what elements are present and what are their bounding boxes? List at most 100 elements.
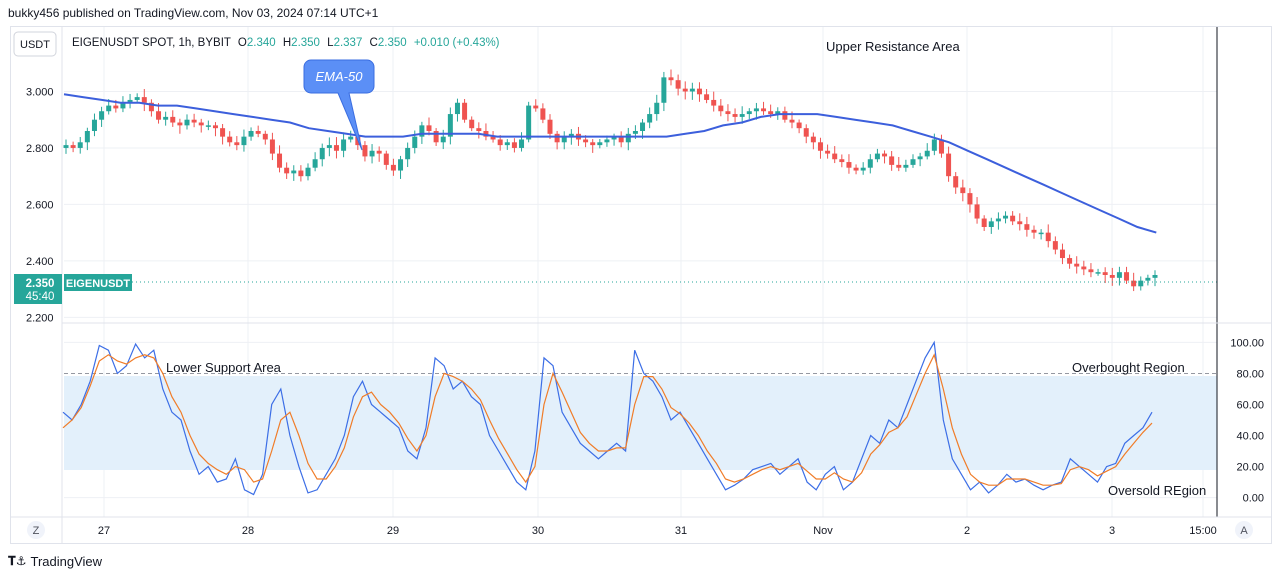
candle-body <box>867 159 873 168</box>
candle-body <box>625 133 631 143</box>
candle-body <box>269 139 275 154</box>
candle-body <box>675 80 681 89</box>
candle-body <box>84 131 90 143</box>
candle-body <box>803 128 809 137</box>
candle-body <box>184 119 190 126</box>
candle-body <box>376 150 382 154</box>
candle-body <box>148 102 154 112</box>
y-tick-label: 2.600 <box>26 199 54 211</box>
lower-support-label: Lower Support Area <box>166 360 282 375</box>
upper-resistance-label: Upper Resistance Area <box>826 39 960 54</box>
candle-body <box>333 145 339 151</box>
y-tick-label: 2.800 <box>26 143 54 155</box>
legend-close: 2.350 <box>378 37 407 49</box>
candle-body <box>974 204 980 219</box>
candle-body <box>839 159 845 163</box>
candle-body <box>191 119 197 123</box>
candle-body <box>860 167 866 171</box>
stoch-tick-label: 0.00 <box>1243 493 1264 505</box>
tradingview-logo-icon: 𝐓⚓︎ <box>8 554 27 568</box>
legend-o-label: O <box>238 37 247 49</box>
candle-body <box>120 102 126 109</box>
candle-body <box>946 153 952 177</box>
candle-body <box>412 136 418 148</box>
candle-body <box>476 128 482 131</box>
candle-body <box>988 221 994 227</box>
stoch-tick-label: 100.00 <box>1230 337 1264 349</box>
candle-body <box>312 159 318 168</box>
x-tick-label: 3 <box>1109 525 1115 537</box>
candle-body <box>419 125 425 137</box>
candle-body <box>938 139 944 154</box>
candle-body <box>917 156 923 160</box>
stoch-tick-label: 80.00 <box>1236 368 1264 380</box>
candle-body <box>782 111 788 120</box>
candle-body <box>277 153 283 168</box>
candle-body <box>1003 215 1009 219</box>
candle-body <box>1045 232 1051 242</box>
candle-body <box>640 122 646 131</box>
candle-body <box>91 119 97 131</box>
candle-body <box>832 153 838 160</box>
auto-scale-button[interactable]: A <box>1235 521 1253 539</box>
candle-body <box>1095 272 1101 274</box>
candle-body <box>547 119 553 134</box>
ema50-line <box>63 93 1157 234</box>
x-tick-label: 2 <box>964 525 970 537</box>
candle-body <box>1017 221 1023 225</box>
candle-body <box>739 114 745 117</box>
currency-button[interactable]: USDT <box>13 31 57 57</box>
candle-body <box>817 142 823 151</box>
candle-body <box>1081 266 1087 270</box>
candle-body <box>682 88 688 92</box>
candle-body <box>405 147 411 160</box>
candle-body <box>967 193 973 205</box>
candle-body <box>583 139 589 143</box>
candle-body <box>981 218 987 227</box>
y-tick-label: 2.200 <box>26 312 54 324</box>
candle-body <box>220 128 226 137</box>
candle-body <box>554 133 560 143</box>
candle-body <box>846 162 852 168</box>
candle-body <box>825 150 831 154</box>
candle-body <box>497 139 503 146</box>
candle-body <box>398 159 404 171</box>
legend-high: 2.350 <box>291 37 320 49</box>
candle-body <box>99 111 105 120</box>
candle-body <box>390 164 396 171</box>
candle-body <box>775 111 781 115</box>
x-tick-label: 31 <box>675 525 687 537</box>
candle-body <box>761 108 767 112</box>
candle-body <box>70 145 76 148</box>
a-label: A <box>1240 525 1248 537</box>
candle-body <box>1152 275 1158 278</box>
legend-l-label: L <box>327 37 334 49</box>
candle-body <box>753 108 759 112</box>
stoch-tick-label: 20.00 <box>1236 462 1264 474</box>
candle-body <box>511 142 517 148</box>
published-header: bukky456 published on TradingView.com, N… <box>8 6 379 20</box>
candle-body <box>590 142 596 146</box>
price-tag-symbol: EIGENUSDT <box>66 278 130 290</box>
x-tick-label: 30 <box>532 525 544 537</box>
legend-low: 2.337 <box>334 37 363 49</box>
stoch-tick-label: 40.00 <box>1236 431 1264 443</box>
timezone-button[interactable]: Z <box>27 521 45 539</box>
x-tick-label: 15:00 <box>1189 525 1217 537</box>
stoch-band <box>64 376 1217 470</box>
price-tag: 2.350 45:40 EIGENUSDT <box>14 274 132 304</box>
currency-label: USDT <box>20 39 50 51</box>
candle-body <box>469 119 475 129</box>
z-label: Z <box>33 525 40 537</box>
candle-body <box>483 131 489 137</box>
candle-body <box>1024 224 1030 230</box>
candle-body <box>298 170 304 177</box>
candle-body <box>604 139 610 143</box>
candle-body <box>234 142 240 146</box>
ema-callout-text: EMA-50 <box>316 69 364 84</box>
candle-body <box>533 105 539 109</box>
candle-body <box>632 131 638 134</box>
candle-body <box>995 218 1001 222</box>
candle-body <box>241 136 247 146</box>
